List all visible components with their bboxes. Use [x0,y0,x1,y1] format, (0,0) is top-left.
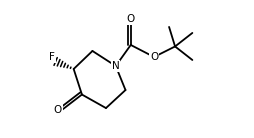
Text: O: O [54,105,62,115]
Text: O: O [127,14,135,24]
Text: F: F [49,52,55,62]
Text: O: O [150,52,158,62]
Text: N: N [112,61,120,71]
